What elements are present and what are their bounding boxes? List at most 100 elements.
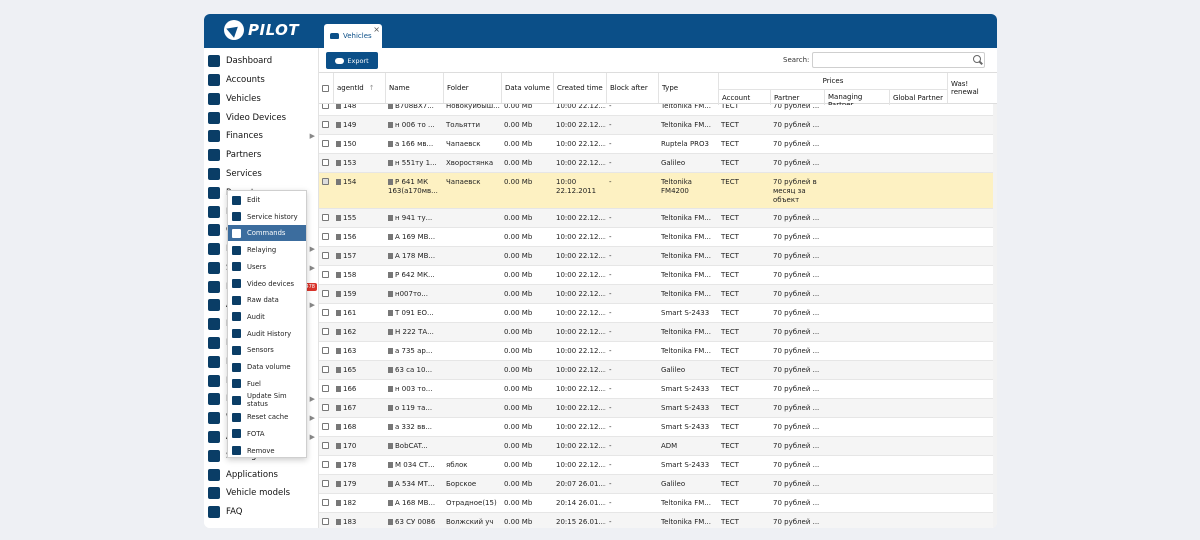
table-row[interactable]: 162 Н 222 ТА... 0.00 Mb 10:00 22.12.... - Tel… (319, 323, 997, 342)
row-checkbox[interactable] (322, 404, 329, 411)
sidebar-item-vehicle-models[interactable]: Vehicle models (204, 484, 319, 502)
copy-icon[interactable] (336, 443, 341, 449)
copy-icon[interactable] (388, 122, 393, 128)
copy-icon[interactable] (388, 291, 393, 297)
row-checkbox[interactable] (322, 159, 329, 166)
table-row[interactable]: 150 а 166 мв... Чапаевск 0.00 Mb 10:00 22.12… (319, 135, 997, 154)
menu-item-commands[interactable]: Commands (228, 225, 306, 242)
menu-item-raw-data[interactable]: Raw data (228, 292, 306, 308)
copy-icon[interactable] (388, 519, 393, 525)
copy-icon[interactable] (336, 104, 341, 109)
table-row[interactable]: 148 В708ВХ7... Новокуйбыш... 0.00 Mb 10:00 2… (319, 104, 997, 116)
menu-item-service-history[interactable]: Service history (228, 209, 306, 225)
copy-icon[interactable] (388, 104, 393, 109)
menu-item-users[interactable]: Users (228, 259, 306, 275)
copy-icon[interactable] (336, 253, 341, 259)
sidebar-item-accounts[interactable]: Accounts (204, 71, 319, 89)
row-checkbox[interactable] (322, 309, 329, 316)
row-checkbox[interactable] (322, 385, 329, 392)
copy-icon[interactable] (388, 443, 393, 449)
table-row[interactable]: 154 Р 641 МК 163(а170мв... Чапаевск 0.00 Mb… (319, 173, 997, 209)
table-row[interactable]: 161 Т 091 ЕО... 0.00 Mb 10:00 22.12.... - Sma… (319, 304, 997, 323)
row-checkbox[interactable] (322, 347, 329, 354)
vertical-scrollbar[interactable] (993, 104, 997, 528)
logo[interactable]: PILOT (224, 20, 299, 40)
table-row[interactable]: 170 BobCAT... 0.00 Mb 10:00 22.12.... - ADM ТЕ… (319, 437, 997, 456)
row-checkbox[interactable] (322, 461, 329, 468)
copy-icon[interactable] (388, 310, 393, 316)
row-checkbox[interactable] (322, 499, 329, 506)
row-checkbox[interactable] (322, 290, 329, 297)
table-row[interactable]: 178 М 034 СТ... яблок 0.00 Mb 10:00 22.12...… (319, 456, 997, 475)
menu-item-data-volume[interactable]: Data volume (228, 359, 306, 375)
copy-icon[interactable] (388, 234, 393, 240)
copy-icon[interactable] (388, 179, 393, 185)
header-was-renewal[interactable]: Was! renewal (947, 73, 997, 103)
copy-icon[interactable] (388, 160, 393, 166)
table-row[interactable]: 156 А 169 МВ... 0.00 Mb 10:00 22.12.... - Tel… (319, 228, 997, 247)
copy-icon[interactable] (388, 386, 393, 392)
row-checkbox[interactable] (322, 104, 329, 109)
copy-icon[interactable] (388, 481, 393, 487)
sidebar-item-vehicles[interactable]: Vehicles (204, 90, 319, 108)
copy-icon[interactable] (336, 367, 341, 373)
copy-icon[interactable] (388, 272, 393, 278)
sidebar-item-faq[interactable]: FAQ (204, 503, 319, 521)
search-icon[interactable] (973, 55, 981, 63)
menu-item-sensors[interactable]: Sensors (228, 342, 306, 358)
header-created-time[interactable]: Created time (553, 73, 606, 103)
row-checkbox[interactable] (322, 366, 329, 373)
table-row[interactable]: 159 н007то... 0.00 Mb 10:00 22.12.... - Telto… (319, 285, 997, 304)
table-row[interactable]: 155 н 941 ту... 0.00 Mb 10:00 22.12.... - Tel… (319, 209, 997, 228)
copy-icon[interactable] (388, 141, 393, 147)
copy-icon[interactable] (336, 519, 341, 525)
header-managing-partner[interactable]: Managing Partner (824, 89, 889, 105)
header-global-partner[interactable]: Global Partner (889, 89, 947, 105)
search-input[interactable] (812, 52, 985, 68)
menu-item-reset-cache[interactable]: Reset cache (228, 409, 306, 425)
copy-icon[interactable] (336, 122, 341, 128)
copy-icon[interactable] (336, 462, 341, 468)
row-checkbox[interactable] (322, 271, 329, 278)
close-icon[interactable]: × (373, 25, 380, 34)
table-row[interactable]: 158 Р 642 МК... 0.00 Mb 10:00 22.12.... - Tel… (319, 266, 997, 285)
copy-icon[interactable] (336, 310, 341, 316)
sidebar-item-video-devices[interactable]: Video Devices (204, 109, 319, 127)
table-row[interactable]: 149 н 006 то ... Тольятти 0.00 Mb 10:00 22.1… (319, 116, 997, 135)
row-checkbox[interactable] (322, 178, 329, 185)
copy-icon[interactable] (388, 367, 393, 373)
header-type[interactable]: Type (658, 73, 718, 103)
header-partner[interactable]: Partner (770, 89, 824, 105)
menu-item-remove[interactable]: Remove (228, 443, 306, 459)
row-checkbox[interactable] (322, 121, 329, 128)
row-checkbox[interactable] (322, 518, 329, 525)
row-checkbox[interactable] (322, 233, 329, 240)
copy-icon[interactable] (336, 272, 341, 278)
header-account[interactable]: Account (718, 89, 770, 105)
copy-icon[interactable] (336, 405, 341, 411)
menu-item-video-devices[interactable]: Video devices (228, 276, 306, 292)
header-folder[interactable]: Folder (443, 73, 501, 103)
copy-icon[interactable] (388, 424, 393, 430)
header-agentid[interactable]: agentId ↑ (333, 73, 385, 103)
copy-icon[interactable] (336, 160, 341, 166)
copy-icon[interactable] (388, 329, 393, 335)
copy-icon[interactable] (388, 500, 393, 506)
sidebar-item-dashboard[interactable]: Dashboard (204, 52, 319, 70)
table-row[interactable]: 163 а 735 ар... 0.00 Mb 10:00 22.12.... - Tel… (319, 342, 997, 361)
header-data-volume[interactable]: Data volume (501, 73, 553, 103)
copy-icon[interactable] (388, 348, 393, 354)
menu-item-audit[interactable]: Audit (228, 309, 306, 325)
sidebar-item-services[interactable]: Services (204, 165, 319, 183)
table-row[interactable]: 153 н 551ту 1... Хворостянка 0.00 Mb 10:00 2… (319, 154, 997, 173)
copy-icon[interactable] (336, 215, 341, 221)
copy-icon[interactable] (336, 386, 341, 392)
copy-icon[interactable] (336, 348, 341, 354)
table-row[interactable]: 183 63 СУ 0086 Волжский уч 0.00 Mb 20:15 26.… (319, 513, 997, 528)
table-row[interactable]: 165 63 са 10... 0.00 Mb 10:00 22.12.... - Gal… (319, 361, 997, 380)
copy-icon[interactable] (336, 291, 341, 297)
copy-icon[interactable] (388, 253, 393, 259)
sidebar-item-partners[interactable]: Partners (204, 146, 319, 164)
row-checkbox[interactable] (322, 140, 329, 147)
copy-icon[interactable] (388, 462, 393, 468)
